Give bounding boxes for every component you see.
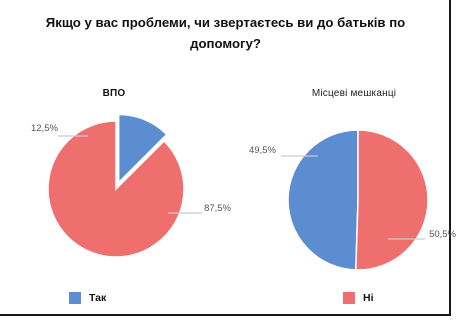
- chart-title-line-2: допомогу?: [190, 36, 261, 51]
- chart-title-line-1: Якщо у вас проблеми, чи звертаєтесь ви д…: [45, 15, 406, 30]
- chart-title: Якщо у вас проблеми, чи звертаєтесь ви д…: [0, 12, 451, 54]
- chart-frame: [0, 0, 451, 316]
- legend-item-yes: Так: [69, 292, 106, 304]
- pie-title-vpo: ВПО: [102, 88, 126, 99]
- legend-label-no: Ні: [363, 292, 374, 304]
- pie-0-slice-0: [117, 113, 168, 185]
- pie-1-slice-0: [287, 129, 359, 271]
- pie-title-local-residents: Місцеві мешканці: [311, 88, 397, 99]
- legend-swatch-yes: [69, 292, 81, 304]
- legend-item-no: Ні: [343, 292, 374, 304]
- legend-label-yes: Так: [89, 292, 107, 304]
- pie-1-data-label-0: 49,5%: [249, 145, 276, 156]
- legend-swatch-no: [343, 292, 355, 304]
- pie-0-slice-1: [47, 120, 185, 258]
- pie-0-data-label-1: 87,5%: [204, 203, 231, 214]
- pie-1-slice-1: [355, 129, 429, 271]
- pie-1-data-label-1: 50,5%: [429, 229, 456, 240]
- pie-0-data-label-0: 12,5%: [31, 123, 58, 134]
